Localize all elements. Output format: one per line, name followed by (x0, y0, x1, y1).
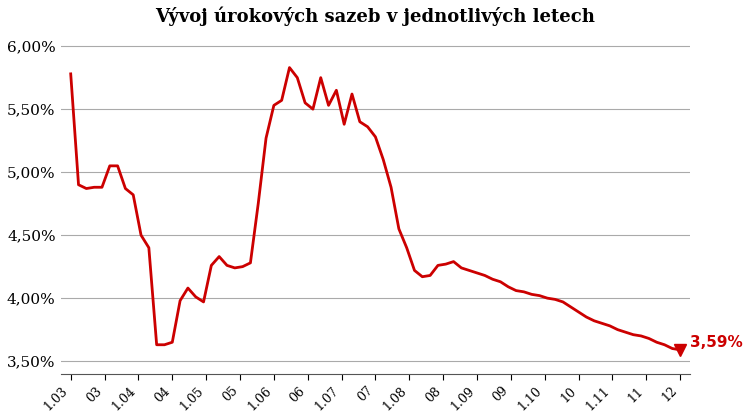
Title: Vývoj úrokových sazeb v jednotlivých letech: Vývoj úrokových sazeb v jednotlivých let… (155, 7, 596, 26)
Text: 3,59%: 3,59% (690, 335, 743, 350)
